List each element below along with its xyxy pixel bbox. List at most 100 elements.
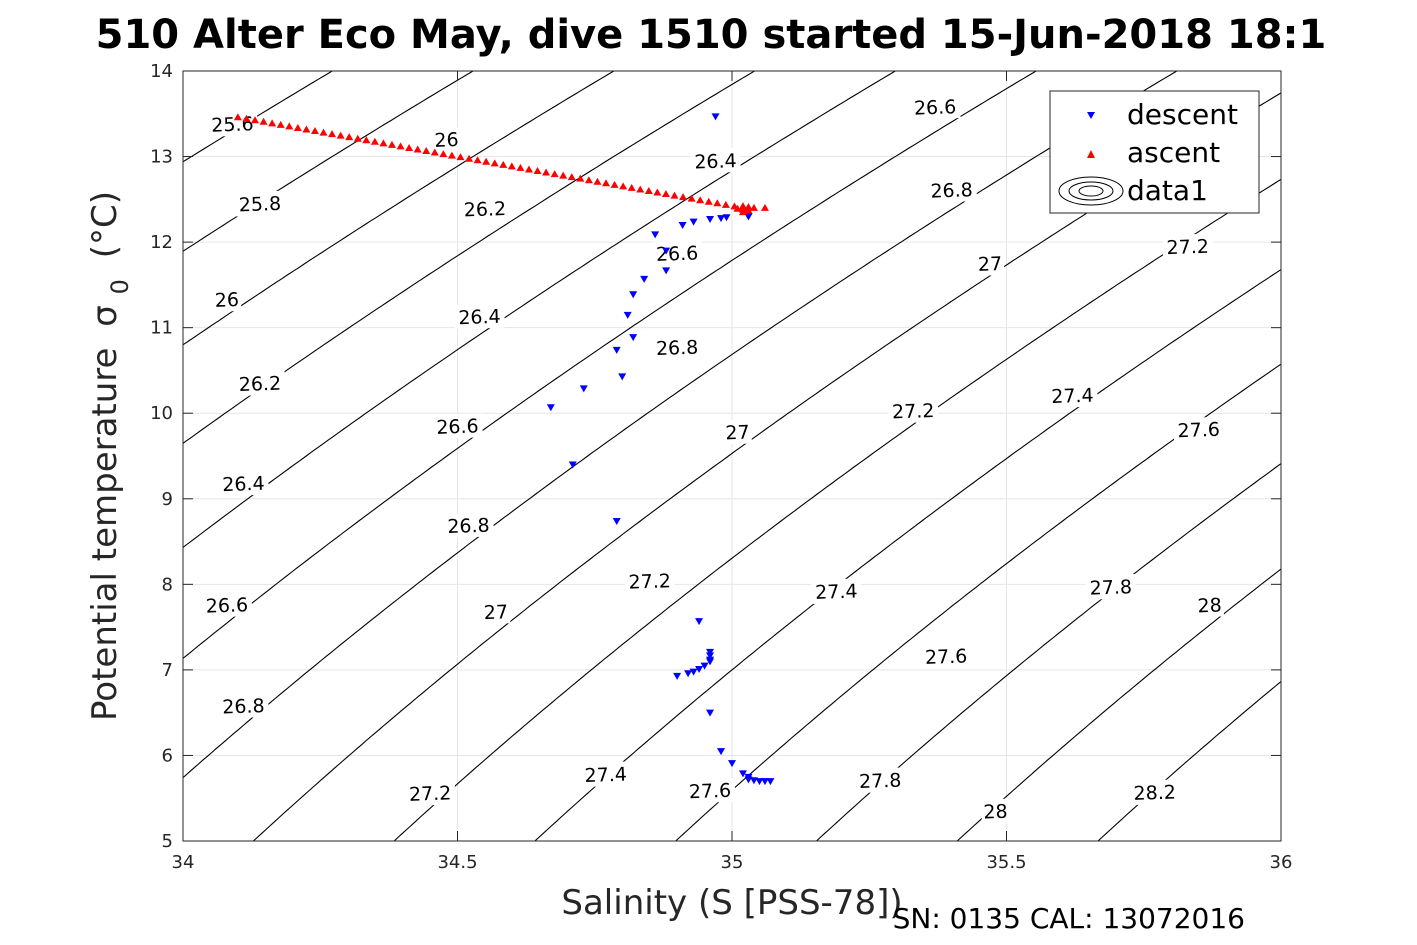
contour-label: 26 — [432, 126, 461, 152]
ascent-point — [499, 160, 508, 168]
contour-label-bg — [1173, 416, 1225, 443]
ascent-point — [362, 136, 371, 144]
chart-title: 510 Alter Eco May, dive 1510 started 15-… — [96, 12, 1327, 58]
contour-label: 27.4 — [580, 761, 632, 788]
ascent-point — [610, 180, 619, 188]
ascent-point — [619, 182, 628, 190]
descent-point — [695, 618, 704, 626]
ascent-point — [733, 204, 742, 212]
descent-point — [579, 385, 588, 393]
descent-point — [706, 216, 715, 224]
contour-label-bg — [234, 190, 286, 217]
contour-label: 27.8 — [1085, 574, 1137, 600]
descent-series — [546, 113, 775, 786]
descent-point — [738, 770, 747, 778]
ascent-point — [550, 170, 559, 178]
ascent-point — [328, 130, 337, 138]
ascent-point — [644, 186, 653, 194]
descent-point — [651, 231, 660, 239]
ascent-point — [396, 142, 405, 150]
descent-point — [629, 334, 638, 342]
contour-label-bg — [404, 780, 456, 806]
x-tick-label: 36 — [1270, 852, 1293, 873]
legend-data1-contour-icon — [1058, 176, 1124, 206]
ascent-point — [413, 145, 422, 153]
contour-label-bg — [1195, 592, 1225, 618]
descent-point — [623, 311, 632, 319]
y-axis-ticks: 5 6 7 8 9 10 11 12 13 14 — [150, 61, 1281, 852]
ascent-point — [533, 166, 542, 174]
isopycnal-line — [956, 568, 1281, 841]
descent-point — [662, 267, 671, 275]
ascent-point — [576, 174, 585, 182]
ascent-point — [653, 188, 662, 196]
contour-label-bg — [432, 126, 461, 152]
contour-label-bg — [1085, 574, 1137, 600]
legend-ascent-label: ascent — [1127, 136, 1220, 169]
y-tick-label: 7 — [162, 660, 173, 681]
contour-label: 27.4 — [810, 578, 862, 605]
serial-calibration-note: SN: 0135 CAL: 13072016 — [893, 902, 1245, 935]
ascent-point — [627, 183, 636, 191]
ascent-point — [387, 140, 396, 148]
ascent-point — [661, 190, 670, 198]
contour-label-text: 27.4 — [1051, 385, 1094, 408]
contour-label-text: 26.4 — [458, 306, 501, 329]
descent-point — [662, 247, 671, 255]
ascent-point — [567, 173, 576, 181]
ascent-point — [319, 128, 328, 136]
contour-label: 27.2 — [404, 780, 456, 806]
contour-label: 27.4 — [1046, 382, 1098, 409]
ascent-point — [713, 199, 722, 207]
contour-label: 26.4 — [690, 147, 741, 174]
contour-label: 27.2 — [887, 397, 939, 424]
contour-label: 26.8 — [926, 177, 978, 203]
ascent-point — [584, 176, 593, 184]
descent-point — [711, 113, 720, 121]
y-tick-label: 8 — [162, 574, 173, 595]
ascent-point — [473, 156, 482, 164]
contour-label-bg — [201, 592, 253, 618]
descent-point — [678, 222, 687, 229]
contour-label-text: 27.4 — [815, 580, 858, 603]
ascent-point — [422, 147, 431, 155]
contour-label: 26.6 — [651, 240, 703, 267]
descent-point — [760, 778, 769, 786]
contour-label-bg — [432, 413, 483, 439]
descent-point — [700, 662, 709, 670]
legend-descent-label: descent — [1127, 98, 1238, 131]
contour-label-text: 26.8 — [656, 337, 699, 360]
contour-label-bg — [217, 692, 269, 719]
descent-point — [722, 214, 731, 222]
y-axis-label-symbol: σ — [85, 305, 125, 327]
descent-point — [744, 213, 753, 221]
contour-label: 27 — [975, 251, 1005, 276]
contour-label: 27.6 — [684, 777, 736, 804]
svg-text:Potential temperature σ: Potential temperature σ 0 (°C) — [85, 191, 137, 721]
contour-label: 27 — [723, 419, 752, 445]
descent-point — [755, 778, 764, 786]
ascent-point — [447, 151, 456, 159]
isopycnal-line — [183, 71, 755, 444]
contour-label-bg — [684, 777, 736, 804]
ascent-point — [721, 200, 730, 208]
contour-label-text: 26.6 — [436, 415, 479, 438]
y-tick-label: 12 — [150, 232, 173, 253]
x-axis-ticks: 34 34.5 35 35.5 36 — [172, 71, 1293, 873]
isopycnal-line — [534, 268, 1281, 841]
x-tick-label: 34.5 — [437, 852, 477, 873]
descent-point — [689, 218, 698, 226]
ascent-point — [687, 194, 696, 202]
isopycnal-line — [816, 462, 1281, 841]
contour-label-text: 26.4 — [222, 473, 265, 496]
ascent-point — [542, 168, 551, 176]
ascent-point — [516, 163, 525, 171]
contour-label-text: 27 — [978, 253, 1003, 276]
contour-label-bg — [975, 251, 1005, 276]
contour-label-bg — [981, 798, 1010, 824]
descent-point — [706, 652, 715, 660]
contour-label-text: 26.8 — [222, 695, 265, 718]
contour-label: 28 — [981, 798, 1010, 824]
descent-point — [706, 658, 715, 666]
ascent-point — [345, 133, 354, 141]
